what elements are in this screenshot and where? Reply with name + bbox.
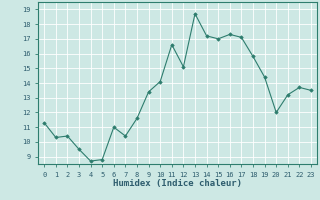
X-axis label: Humidex (Indice chaleur): Humidex (Indice chaleur) — [113, 179, 242, 188]
